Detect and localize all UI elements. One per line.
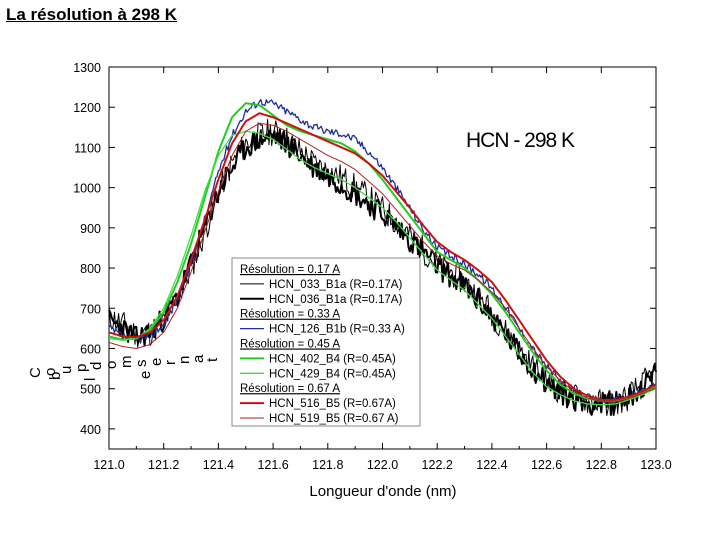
- y-label-fragment: u: [58, 366, 75, 374]
- y-tick-label: 1100: [74, 141, 101, 155]
- y-label-fragment: C: [27, 367, 44, 378]
- series-line-5: [108, 112, 657, 401]
- x-tick-label: 121.6: [257, 458, 288, 472]
- legend-header: Résolution = 0.33 A: [240, 309, 340, 321]
- y-tick-label: 600: [80, 342, 101, 356]
- x-tick-label: 122.4: [476, 458, 507, 472]
- x-tick-label: 121.8: [312, 458, 343, 472]
- legend-entry-label: HCN_516_B5 (R=0.67A): [269, 398, 396, 410]
- x-tick-label: 122.8: [586, 458, 617, 472]
- legend: Résolution = 0.17 A HCN_033_B1a (R=0.17A)…: [231, 257, 421, 427]
- x-tick-label: 121.2: [148, 458, 179, 472]
- x-tick-label: 122.0: [367, 458, 398, 472]
- series-line-3: [108, 102, 657, 402]
- y-label-fragment: d: [88, 362, 105, 370]
- y-tick-label: 1300: [73, 61, 101, 75]
- y-label-fragment: a: [190, 354, 207, 363]
- slide-title: La résolution à 298 K: [6, 5, 177, 24]
- legend-entry-label: HCN_033_B1a (R=0.17A): [269, 279, 402, 291]
- series-line-6: [108, 122, 657, 403]
- x-tick-label: 121.4: [203, 458, 234, 472]
- y-tick-label: 800: [80, 262, 101, 276]
- x-tick-label: 121.0: [93, 458, 124, 472]
- legend-header: Résolution = 0.17 A: [240, 264, 340, 276]
- axes-layer: 400 500 600 700 800 900 1000 1100 1200 1300 121.0 1…: [73, 61, 672, 472]
- legend-entry-label: HCN_402_B4 (R=0.45A): [269, 353, 396, 365]
- y-label-fragment: p: [73, 364, 90, 372]
- legend-box: [231, 257, 421, 427]
- legend-entry-label: HCN_036_B1a (R=0.17A): [269, 294, 402, 306]
- y-tick-label: 500: [80, 383, 101, 397]
- legend-entry-label: HCN_519_B5 (R=0.67 A): [269, 413, 399, 425]
- legend-header: Résolution = 0.67 A: [240, 383, 340, 395]
- legend-entry-label: HCN_126_B1b (R=0.33 A): [269, 324, 405, 336]
- chart-annotation: HCN - 298 K: [466, 129, 575, 152]
- y-label-fragment: n: [176, 356, 193, 364]
- x-tick-label: 122.6: [531, 458, 562, 472]
- y-label-fragment: m: [118, 356, 135, 369]
- legend-entry-label: HCN_429_B4 (R=0.45A): [269, 368, 396, 380]
- y-label-fragment: r: [162, 360, 179, 365]
- y-label-fragment: t: [204, 357, 221, 362]
- series-line-4: [108, 130, 657, 406]
- y-label-fragment: o: [42, 368, 59, 376]
- legend-header: Résolution = 0.45 A: [240, 339, 340, 351]
- x-tick-label: 123.0: [640, 458, 671, 472]
- y-tick-label: 1200: [73, 101, 101, 115]
- x-axis-label: Longueur d'onde (nm): [309, 483, 456, 500]
- y-label-fragment: b: [47, 372, 64, 380]
- y-label-fragment: s: [133, 360, 150, 368]
- y-label-fragment: e: [148, 358, 165, 366]
- y-label-fragment: l: [82, 378, 99, 381]
- y-label-fragment: o: [103, 361, 120, 369]
- y-tick-label: 700: [80, 302, 101, 316]
- y-tick-label: 1000: [73, 182, 101, 196]
- series-layer: [108, 98, 657, 416]
- y-tick-label: 400: [80, 423, 101, 437]
- x-tick-label: 122.2: [422, 458, 453, 472]
- y-tick-label: 900: [80, 222, 101, 236]
- y-label-fragment: e: [137, 371, 154, 379]
